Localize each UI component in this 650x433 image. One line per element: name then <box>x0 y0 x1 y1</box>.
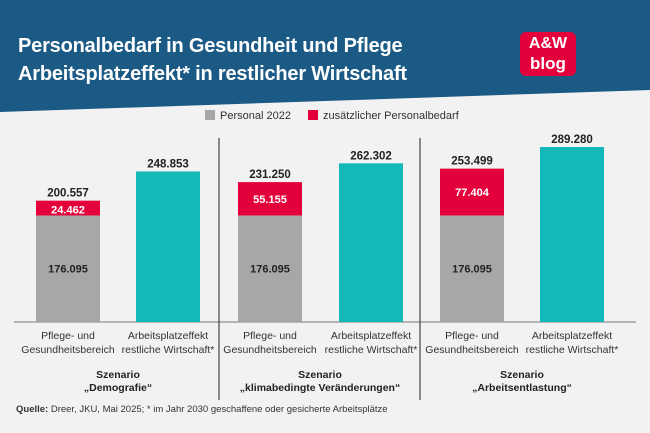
data-label-personal-g1-b1: 176.095 <box>48 264 88 276</box>
legend-item-personal: Personal 2022 <box>205 110 291 122</box>
scenario-name-1: „Demografie“ <box>84 382 152 394</box>
bar-other-economy-g1-b2 <box>136 171 200 322</box>
source-label: Quelle: <box>16 404 49 415</box>
chart-subtitle: Arbeitsplatzeffekt* in restlicher Wirtsc… <box>18 63 407 85</box>
scenario-name-3: „Arbeitsentlastung“ <box>472 382 572 394</box>
title-banner <box>0 0 650 112</box>
chart-legend: Personal 2022 zusätzlicher Personalbedar… <box>205 110 473 122</box>
category-label-line2-g1-b2: restliche Wirtschaft* <box>122 344 215 356</box>
chart-title: Personalbedarf in Gesundheit und Pflege <box>18 35 403 57</box>
source-text: Dreer, JKU, Mai 2025; * im Jahr 2030 ges… <box>48 404 388 415</box>
data-label-total-g2-b1: 231.250 <box>249 169 291 181</box>
legend-swatch-personal <box>205 110 215 120</box>
category-label-line2-g3-b2: restliche Wirtschaft* <box>526 344 619 356</box>
category-label-line1-g2-b1: Pflege- und <box>243 330 297 342</box>
legend-label-additional: zusätzlicher Personalbedarf <box>323 110 459 122</box>
data-label-additional-g1-b1: 24.462 <box>51 204 85 216</box>
category-label-line1-g2-b2: Arbeitsplatzeffekt <box>331 330 411 342</box>
bar-personal-g3-b1 <box>440 215 504 322</box>
category-label-line1-g3-b2: Arbeitsplatzeffekt <box>532 330 612 342</box>
data-label-total-g1-b2: 248.853 <box>147 158 189 170</box>
scenario-label-3: Szenario <box>500 369 544 381</box>
data-label-additional-g3-b1: 77.404 <box>455 187 490 199</box>
logo-text-blog: blog <box>530 54 566 73</box>
aw-blog-logo[interactable]: A&W blog <box>520 32 576 76</box>
data-label-personal-g3-b1: 176.095 <box>452 264 492 276</box>
source-note: Quelle: Dreer, JKU, Mai 2025; * im Jahr … <box>16 404 388 415</box>
data-label-total-g3-b1: 253.499 <box>451 156 493 168</box>
data-label-personal-g2-b1: 176.095 <box>250 264 290 276</box>
scenario-label-2: Szenario <box>298 369 342 381</box>
bar-personal-g2-b1 <box>238 215 302 322</box>
scenario-label-1: Szenario <box>96 369 140 381</box>
category-label-line2-g3-b1: Gesundheitsbereich <box>425 344 519 356</box>
legend-item-additional: zusätzlicher Personalbedarf <box>308 110 459 122</box>
bar-additional-g2-b1 <box>238 182 302 216</box>
scenario-name-2: „klimabedingte Veränderungen“ <box>240 382 400 394</box>
data-label-total-g1-b1: 200.557 <box>47 188 89 200</box>
bar-other-economy-g3-b2 <box>540 147 604 322</box>
legend-label-personal: Personal 2022 <box>220 110 291 122</box>
banner-shape <box>0 0 650 112</box>
category-label-line2-g1-b1: Gesundheitsbereich <box>21 344 115 356</box>
category-label-line1-g3-b1: Pflege- und <box>445 330 499 342</box>
category-label-line1-g1-b2: Arbeitsplatzeffekt <box>128 330 208 342</box>
category-label-line2-g2-b1: Gesundheitsbereich <box>223 344 317 356</box>
bar-additional-g1-b1 <box>36 200 100 216</box>
bar-additional-g3-b1 <box>440 168 504 216</box>
category-label-line1-g1-b1: Pflege- und <box>41 330 95 342</box>
data-label-total-g2-b2: 262.302 <box>350 150 392 162</box>
category-label-line2-g2-b2: restliche Wirtschaft* <box>325 344 418 356</box>
data-label-additional-g2-b1: 55.155 <box>253 194 287 206</box>
logo-text-aw: A&W <box>528 35 568 52</box>
legend-swatch-additional <box>308 110 319 120</box>
bar-personal-g1-b1 <box>36 215 100 322</box>
bar-other-economy-g2-b2 <box>339 163 403 322</box>
data-label-total-g3-b2: 289.280 <box>551 134 593 146</box>
